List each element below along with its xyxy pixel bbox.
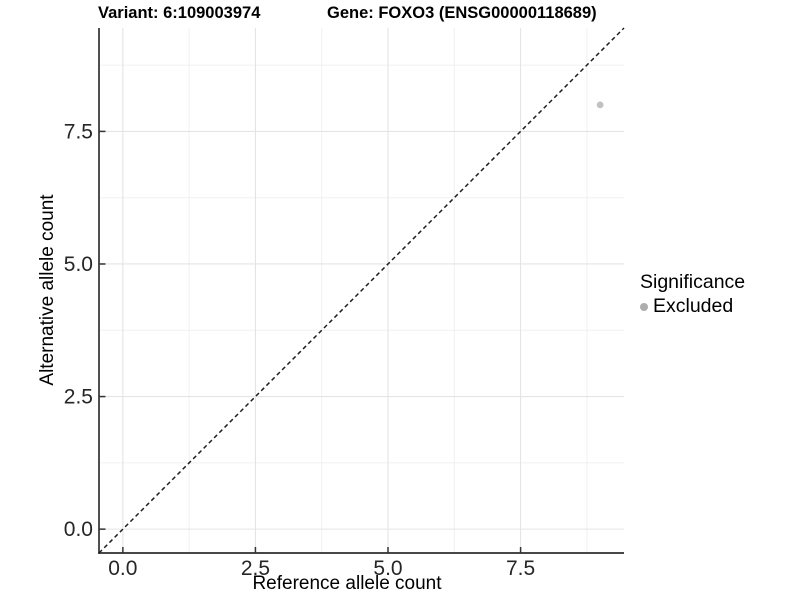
plot-title-variant: Variant: 6:109003974 <box>98 4 261 22</box>
legend-item-excluded: Excluded <box>640 295 745 318</box>
y-tick-label: 5.0 <box>64 253 93 276</box>
legend: Significance Excluded <box>640 271 745 318</box>
y-axis-title: Alternative allele count <box>37 194 58 386</box>
plot-title-gene: Gene: FOXO3 (ENSG00000118689) <box>327 4 597 22</box>
y-tick-label: 7.5 <box>64 120 93 143</box>
legend-item-label: Excluded <box>653 295 734 318</box>
legend-title: Significance <box>640 271 746 293</box>
y-tick-label: 0.0 <box>64 518 93 541</box>
y-tick-label: 2.5 <box>64 386 93 409</box>
identity-dashed-line <box>98 27 625 554</box>
data-point <box>596 101 604 109</box>
x-tick-label: 0.0 <box>108 557 137 580</box>
legend-point-icon <box>640 302 648 311</box>
x-tick-label: 2.5 <box>241 557 270 580</box>
x-tick-label: 5.0 <box>373 557 402 580</box>
x-axis-title: Reference allele count <box>252 573 442 594</box>
x-tick-label: 7.5 <box>506 557 535 580</box>
